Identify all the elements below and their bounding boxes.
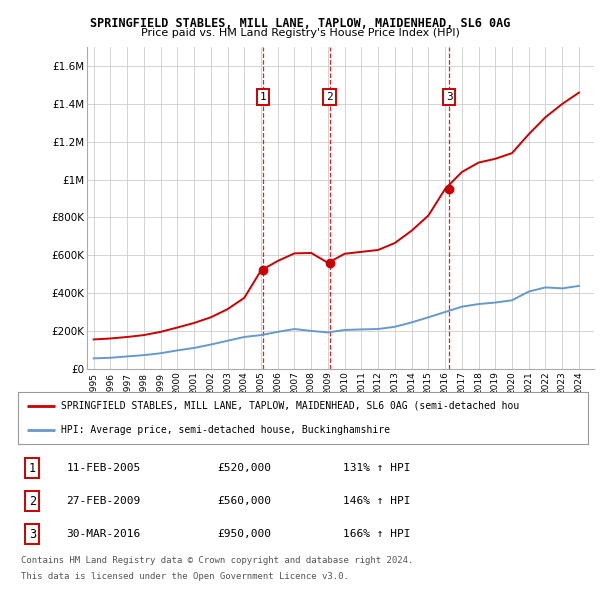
Text: £560,000: £560,000	[218, 496, 271, 506]
Text: 1: 1	[29, 461, 36, 475]
Text: HPI: Average price, semi-detached house, Buckinghamshire: HPI: Average price, semi-detached house,…	[61, 425, 390, 435]
Text: 11-FEB-2005: 11-FEB-2005	[67, 463, 140, 473]
Text: £520,000: £520,000	[218, 463, 271, 473]
Text: 1: 1	[259, 92, 266, 102]
Text: 131% ↑ HPI: 131% ↑ HPI	[343, 463, 410, 473]
Text: £950,000: £950,000	[218, 529, 271, 539]
Text: 2: 2	[29, 494, 36, 508]
Text: 3: 3	[446, 92, 452, 102]
Text: 3: 3	[29, 527, 36, 541]
Text: 166% ↑ HPI: 166% ↑ HPI	[343, 529, 410, 539]
Text: Contains HM Land Registry data © Crown copyright and database right 2024.: Contains HM Land Registry data © Crown c…	[21, 556, 413, 565]
Text: 2: 2	[326, 92, 333, 102]
Text: SPRINGFIELD STABLES, MILL LANE, TAPLOW, MAIDENHEAD, SL6 0AG (semi-detached hou: SPRINGFIELD STABLES, MILL LANE, TAPLOW, …	[61, 401, 519, 411]
Text: Price paid vs. HM Land Registry's House Price Index (HPI): Price paid vs. HM Land Registry's House …	[140, 28, 460, 38]
Text: 146% ↑ HPI: 146% ↑ HPI	[343, 496, 410, 506]
Text: 30-MAR-2016: 30-MAR-2016	[67, 529, 140, 539]
Text: 27-FEB-2009: 27-FEB-2009	[67, 496, 140, 506]
Text: This data is licensed under the Open Government Licence v3.0.: This data is licensed under the Open Gov…	[21, 572, 349, 581]
Text: SPRINGFIELD STABLES, MILL LANE, TAPLOW, MAIDENHEAD, SL6 0AG: SPRINGFIELD STABLES, MILL LANE, TAPLOW, …	[90, 17, 510, 30]
